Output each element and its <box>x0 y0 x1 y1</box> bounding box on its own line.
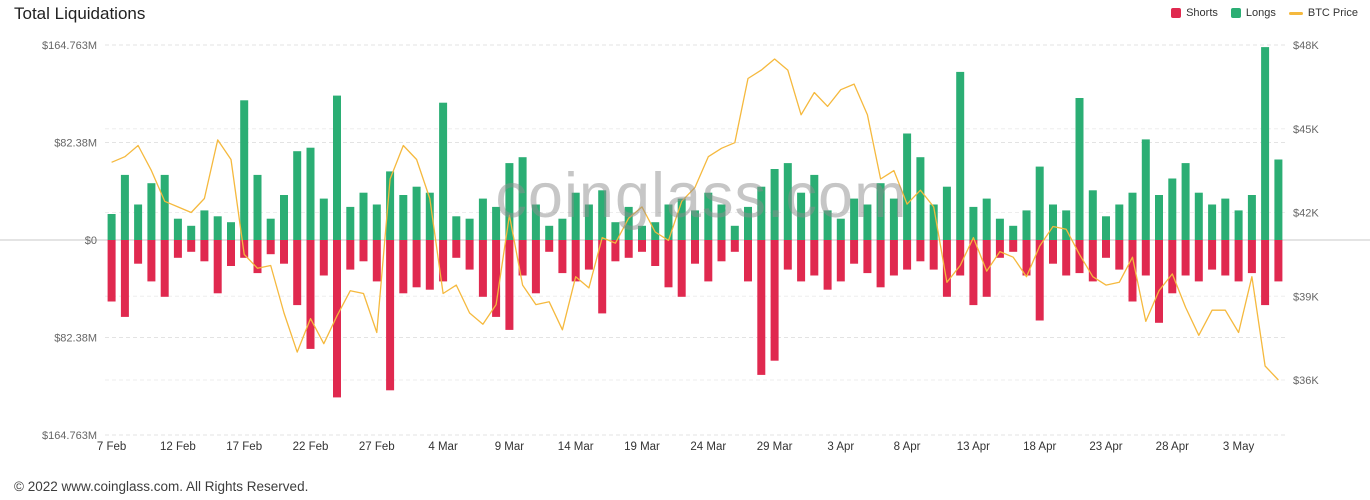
x-tick-label: 18 Apr <box>1023 441 1056 453</box>
legend-label-btc-price: BTC Price <box>1307 7 1358 19</box>
x-tick-label: 28 Apr <box>1156 441 1189 453</box>
x-tick-label: 13 Apr <box>957 441 990 453</box>
shorts-bars <box>107 240 1283 398</box>
legend-item-shorts[interactable]: Shorts <box>1171 7 1218 19</box>
liquidations-chart[interactable]: $164.763M $82.38M $0 $82.38M $164.763M $48K $4… <box>0 0 1370 465</box>
legend-item-longs[interactable]: Longs <box>1230 7 1276 19</box>
x-tick-label: 3 May <box>1223 441 1255 453</box>
x-tick-label: 12 Feb <box>160 441 196 453</box>
x-tick-label: 24 Mar <box>690 441 726 453</box>
x-tick-label: 9 Mar <box>495 441 525 453</box>
copyright-text: © 2022 www.coinglass.com. All Rights Res… <box>14 479 309 494</box>
shorts-swatch-icon <box>1171 8 1182 18</box>
legend-label-longs: Longs <box>1245 7 1276 19</box>
x-tick-label: 4 Mar <box>428 441 458 453</box>
y-left-tick-label: $0 <box>85 235 97 247</box>
y-left-tick-label: $164.763M <box>42 40 97 52</box>
legend-label-shorts: Shorts <box>1186 7 1218 19</box>
y-right-tick-label: $36K <box>1293 375 1319 387</box>
btc-price-swatch-icon <box>1288 11 1303 15</box>
chart-legend: Shorts Longs BTC Price <box>1171 7 1358 19</box>
y-left-tick-label: $164.763M <box>42 430 97 442</box>
x-tick-label: 27 Feb <box>359 441 395 453</box>
legend-item-btc-price[interactable]: BTC Price <box>1288 7 1358 19</box>
x-tick-label: 7 Feb <box>97 441 126 453</box>
y-right-tick-label: $48K <box>1293 40 1319 52</box>
x-tick-label: 29 Mar <box>757 441 793 453</box>
y-left-tick-label: $82.38M <box>54 138 97 150</box>
x-tick-label: 14 Mar <box>558 441 594 453</box>
longs-swatch-icon <box>1230 8 1241 18</box>
y-right-tick-label: $39K <box>1293 291 1319 303</box>
x-tick-label: 19 Mar <box>624 441 660 453</box>
x-tick-label: 22 Feb <box>293 441 329 453</box>
page-title: Total Liquidations <box>14 4 146 23</box>
btc-price-line <box>111 58 1279 381</box>
x-tick-label: 17 Feb <box>226 441 262 453</box>
y-right-tick-label: $45K <box>1293 124 1319 136</box>
longs-bars <box>107 47 1283 241</box>
x-tick-label: 3 Apr <box>827 441 854 453</box>
y-right-tick-label: $42K <box>1293 208 1319 220</box>
x-tick-label: 8 Apr <box>894 441 921 453</box>
x-tick-label: 23 Apr <box>1089 441 1122 453</box>
y-left-tick-label: $82.38M <box>54 332 97 344</box>
